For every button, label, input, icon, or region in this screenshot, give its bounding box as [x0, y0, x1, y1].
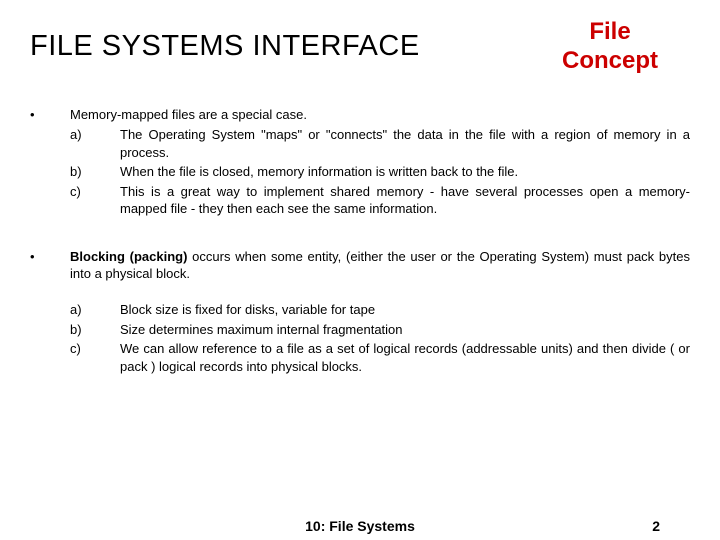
sub-text: Block size is fixed for disks, variable …	[120, 301, 690, 319]
section-title: File Concept	[530, 18, 690, 76]
sub-item: a) The Operating System "maps" or "conne…	[70, 126, 690, 161]
bullet-intro: Blocking (packing) occurs when some enti…	[70, 248, 690, 283]
bullet-marker: •	[30, 106, 70, 220]
sub-label: c)	[70, 340, 120, 375]
footer-center: 10: File Systems	[305, 518, 415, 534]
sub-item: c) This is a great way to implement shar…	[70, 183, 690, 218]
sub-label: b)	[70, 163, 120, 181]
slide-content: • Memory-mapped files are a special case…	[0, 86, 720, 378]
sub-text: Size determines maximum internal fragmen…	[120, 321, 690, 339]
sub-text: When the file is closed, memory informat…	[120, 163, 690, 181]
intro-bold: Blocking (packing)	[70, 249, 187, 264]
page-number: 2	[652, 518, 660, 534]
sub-label: b)	[70, 321, 120, 339]
sub-label: c)	[70, 183, 120, 218]
sub-text: The Operating System "maps" or "connects…	[120, 126, 690, 161]
sub-label: a)	[70, 126, 120, 161]
sub-item: a) Block size is fixed for disks, variab…	[70, 301, 690, 319]
bullet-body: Memory-mapped files are a special case. …	[70, 106, 690, 220]
sub-item: b) Size determines maximum internal frag…	[70, 321, 690, 339]
section-title-line2: Concept	[530, 47, 690, 76]
section-title-line1: File	[530, 18, 690, 47]
sub-text: We can allow reference to a file as a se…	[120, 340, 690, 375]
sub-label: a)	[70, 301, 120, 319]
main-title: FILE SYSTEMS INTERFACE	[30, 30, 530, 63]
bullet-item: • Blocking (packing) occurs when some en…	[30, 248, 690, 377]
bullet-marker: •	[30, 248, 70, 377]
bullet-intro: Memory-mapped files are a special case.	[70, 106, 690, 124]
sub-text: This is a great way to implement shared …	[120, 183, 690, 218]
sub-item: c) We can allow reference to a file as a…	[70, 340, 690, 375]
slide-header: FILE SYSTEMS INTERFACE File Concept	[0, 0, 720, 86]
bullet-item: • Memory-mapped files are a special case…	[30, 106, 690, 220]
sub-item: b) When the file is closed, memory infor…	[70, 163, 690, 181]
bullet-body: Blocking (packing) occurs when some enti…	[70, 248, 690, 377]
